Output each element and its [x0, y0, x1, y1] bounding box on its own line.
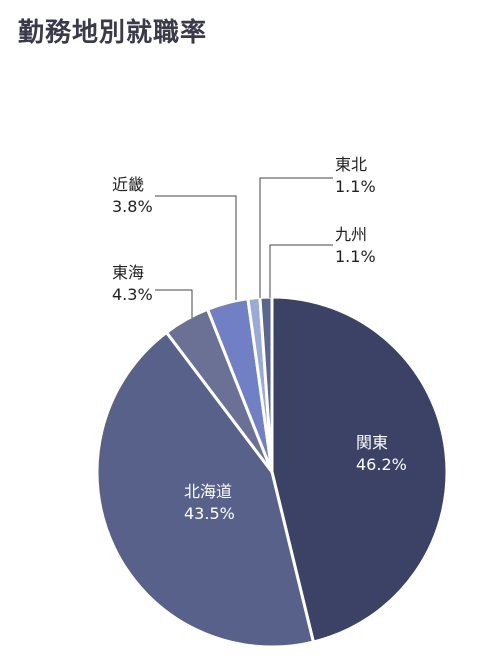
slice-value-5: 1.1%: [335, 247, 376, 266]
slice-value-2: 4.3%: [112, 285, 153, 304]
leader-line-3: [155, 195, 237, 300]
slice-label-0: 関東: [356, 433, 388, 452]
slice-value-1: 43.5%: [184, 504, 235, 523]
chart-title: 勤務地別就職率: [18, 18, 208, 48]
slice-label-5: 九州: [335, 225, 367, 244]
pie-slice-0: [270, 295, 449, 644]
slice-value-4: 1.1%: [335, 177, 376, 196]
leader-line-5: [269, 244, 333, 298]
slice-value-3: 3.8%: [112, 197, 153, 216]
leader-line-4: [259, 177, 333, 298]
pie-slice-1: [95, 330, 315, 649]
slice-label-1: 北海道: [184, 482, 232, 501]
leader-line-2: [155, 289, 193, 318]
slice-label-3: 近畿: [112, 175, 144, 194]
slice-value-0: 46.2%: [356, 455, 407, 474]
slice-label-4: 東北: [335, 155, 367, 174]
slice-label-2: 東海: [112, 263, 144, 282]
